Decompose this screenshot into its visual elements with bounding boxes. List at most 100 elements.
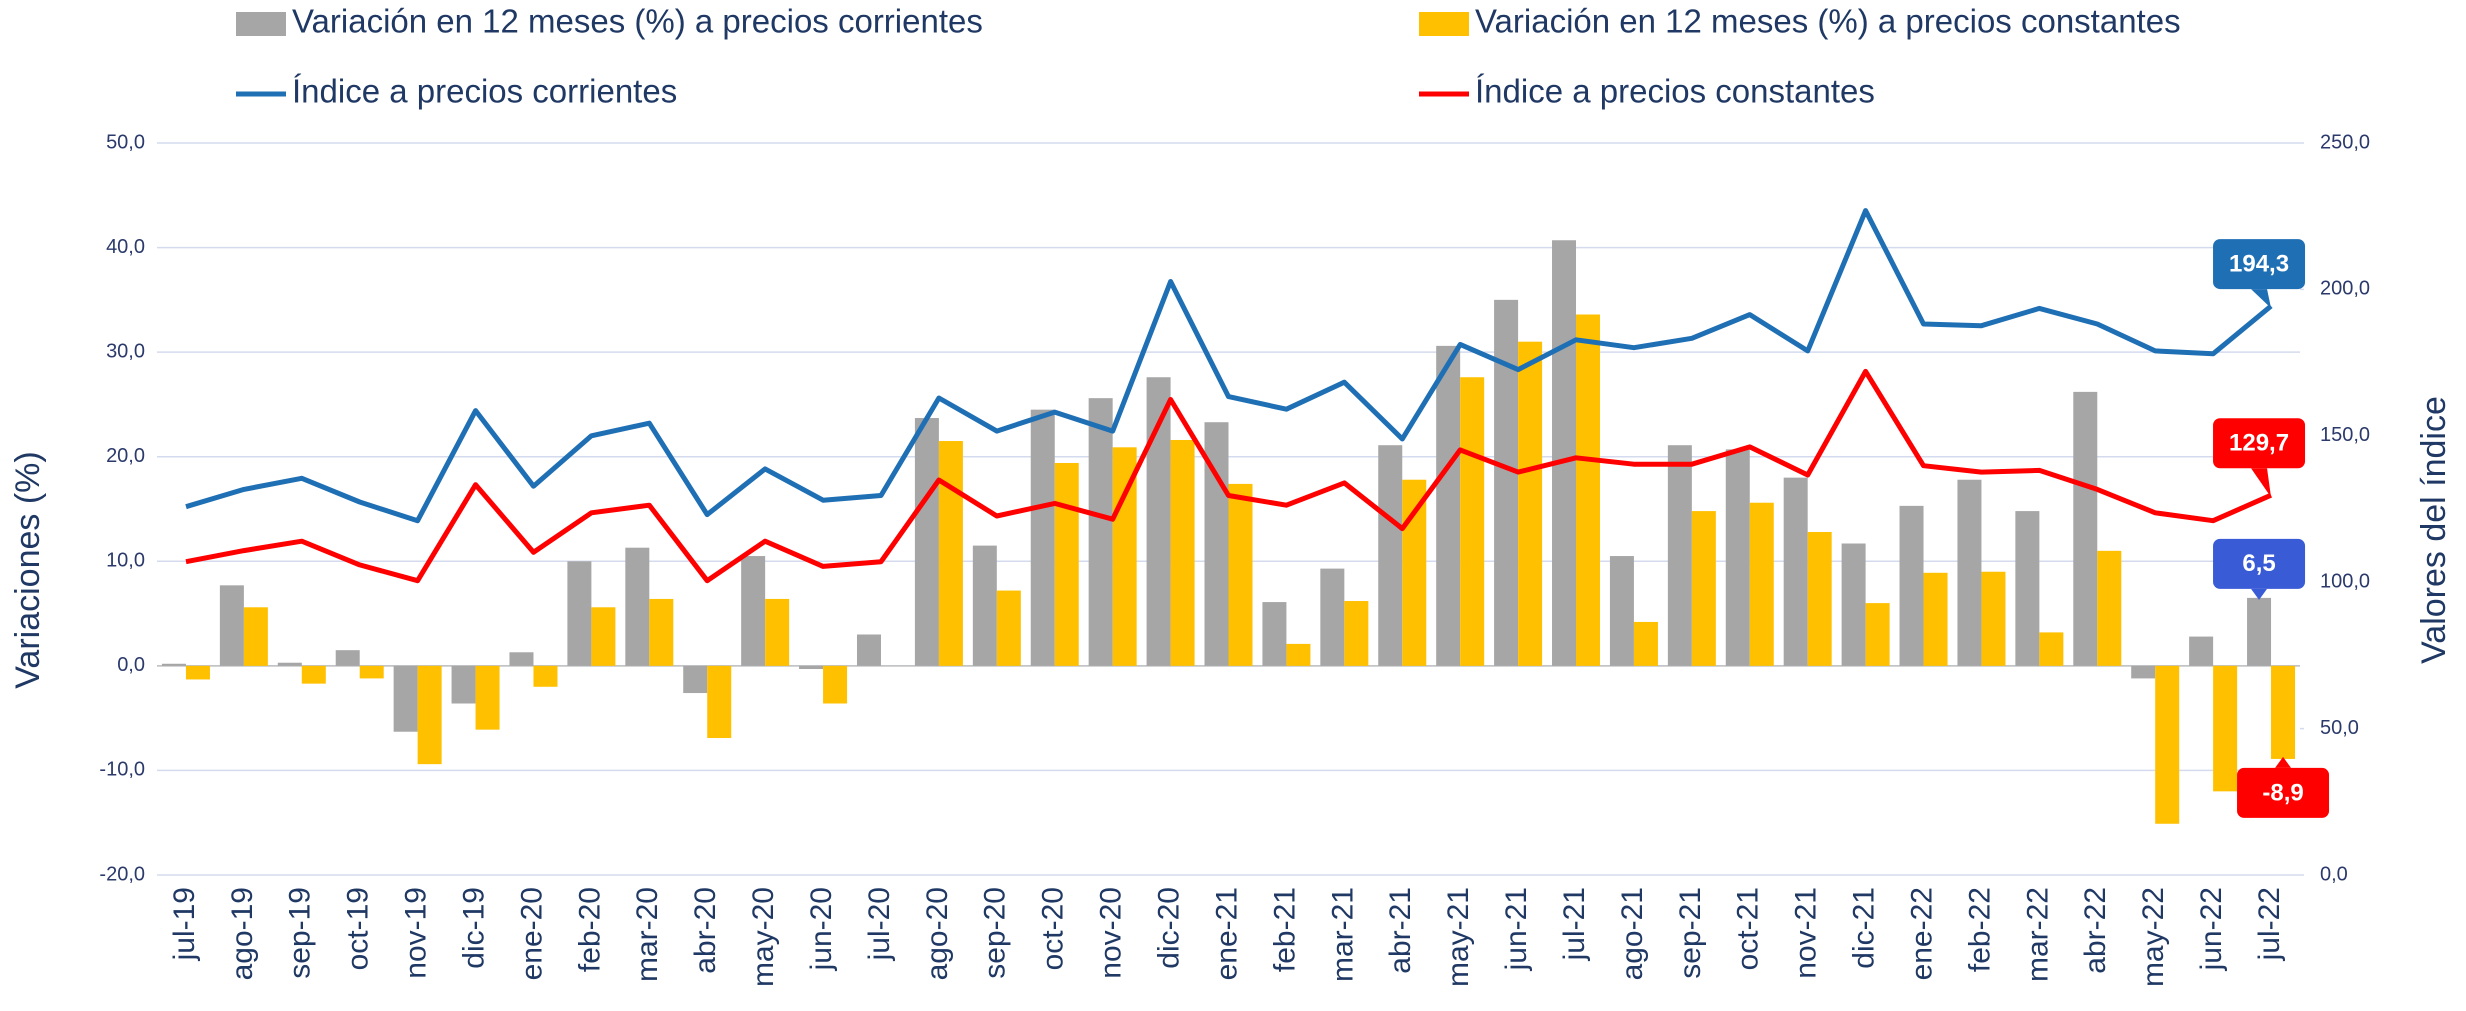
line [185,368,2273,584]
bar [1378,445,1403,666]
bar [1899,505,1924,666]
bar [1923,572,1948,666]
x-tick-label: abr-20 [689,887,722,974]
bar [1981,571,2006,666]
x-tick-label: sep-20 [979,887,1012,979]
bar [567,561,592,666]
x-tick-label: ene-22 [1905,887,1938,980]
bar [1262,602,1287,666]
bar [683,665,708,694]
bar [1286,643,1311,666]
y-tick-label: 10,0 [106,550,145,572]
x-tick-label: nov-21 [1790,887,1823,979]
bar [2155,665,2180,824]
bar [509,652,534,666]
bar [1633,621,1658,666]
bar [625,547,650,666]
x-tick-label: oct-19 [342,887,375,970]
bar [2039,632,2064,666]
bar [2131,665,2156,679]
bar [1576,314,1601,666]
x-tick-label: abr-22 [2079,887,2112,974]
x-tick-label: feb-21 [1268,887,1301,972]
bar [1088,398,1113,666]
y2-tick-label: 100,0 [2320,570,2370,592]
x-tick-label: nov-19 [400,887,433,979]
y2-axis-title: Valores del índice [2415,396,2453,664]
bar [938,441,963,666]
bar [185,665,210,680]
bar [1957,479,1982,666]
data-label: 129,7 [2229,430,2289,457]
bar [1609,556,1634,666]
legend-label: Índice a precios corrientes [292,73,677,110]
data-label: 6,5 [2242,550,2275,577]
y-tick-label: 0,0 [117,654,145,676]
y2-tick-label: 150,0 [2320,424,2370,446]
bar [219,585,244,666]
bar [1552,240,1577,666]
x-tick-label: dic-19 [457,887,490,969]
x-tick-label: oct-21 [1732,887,1765,970]
bar [914,418,939,666]
x-tick-label: jun-22 [2195,887,2228,971]
bar [856,634,881,666]
y2-tick-label: 50,0 [2320,717,2359,739]
x-tick-label: ago-19 [226,887,259,980]
bar [972,545,997,666]
bar [1436,345,1461,666]
bar [1749,502,1774,666]
bar [359,665,384,679]
legend-label: Variación en 12 meses (%) a precios corr… [292,3,983,40]
y-axis-title: Variaciones (%) [9,451,47,688]
x-tick-label: feb-22 [1963,887,1996,972]
bar [799,665,824,669]
bar [1402,479,1427,666]
bar [2213,665,2238,792]
bar [475,665,500,730]
x-tick-label: may-21 [1442,887,1475,987]
bar [2097,550,2122,666]
x-tick-label: abr-21 [1384,887,1417,974]
data-label: 194,3 [2229,250,2289,277]
data-label-pointer [2251,588,2268,600]
bar [2271,665,2296,759]
legend-swatch [1419,12,1469,36]
bar [161,663,186,666]
x-tick-label: sep-21 [1674,887,1707,979]
x-tick-label: oct-20 [1037,887,1070,970]
bar [1667,445,1692,666]
y-tick-label: -10,0 [99,759,145,781]
y-tick-label: 50,0 [106,131,145,153]
bar [1460,377,1485,666]
data-label: -8,9 [2262,779,2303,806]
y-tick-label: 20,0 [106,445,145,467]
bar [707,665,732,739]
x-tick-label: mar-22 [2021,887,2054,982]
x-tick-label: dic-21 [1848,887,1881,969]
y2-tick-label: 0,0 [2320,863,2348,885]
bar [1807,532,1832,666]
x-tick-label: may-20 [747,887,780,987]
x-tick-label: sep-19 [284,887,317,979]
line [185,208,2273,524]
bar [1320,568,1345,666]
bar [393,665,418,732]
y2-tick-label: 200,0 [2320,278,2370,300]
bar [1725,449,1750,666]
y2-tick-label: 250,0 [2320,131,2370,153]
bar [1054,462,1079,666]
bar [2073,391,2098,666]
bar [1030,409,1055,666]
bar [1170,439,1195,666]
bar [591,607,616,666]
x-tick-label: dic-20 [1153,887,1186,969]
x-tick-label: jul-19 [168,887,201,961]
x-tick-label: mar-21 [1326,887,1359,982]
data-label-pointer [2275,756,2292,768]
bar [301,665,326,684]
x-tick-label: ago-21 [1616,887,1649,980]
y-tick-label: 30,0 [106,340,145,362]
